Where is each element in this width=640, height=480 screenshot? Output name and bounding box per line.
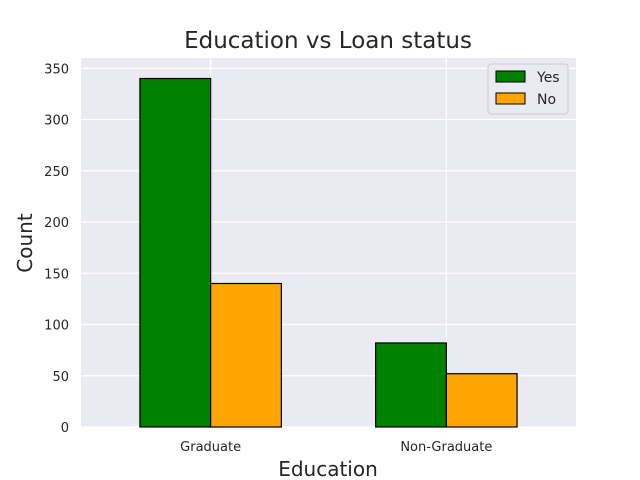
legend-label-no: No (537, 92, 556, 108)
legend: Yes No (487, 63, 569, 115)
y-tick-label: 250 (44, 165, 69, 180)
y-tick-label: 200 (44, 216, 69, 231)
bar-no-non-graduate (445, 373, 518, 428)
bar-yes-non-graduate (375, 342, 447, 428)
y-tick-label: 150 (44, 267, 69, 282)
x-axis-label: Education (278, 457, 378, 480)
legend-swatch-no (495, 92, 526, 105)
y-tick-label: 50 (52, 370, 69, 385)
bars (139, 77, 518, 428)
y-tick-label: 300 (44, 114, 69, 129)
x-axis-ticks: Graduate Non-Graduate (180, 440, 492, 455)
bar-yes-graduate (139, 77, 212, 428)
bar-no-graduate (210, 282, 282, 428)
chart-title: Education vs Loan status (184, 28, 472, 54)
y-axis-label: Count (13, 213, 37, 273)
legend-swatch-yes (495, 70, 526, 83)
x-tick-label: Graduate (180, 440, 241, 455)
y-axis-ticks: 0 50 100 150 200 250 300 350 (44, 62, 69, 436)
legend-label-yes: Yes (536, 70, 560, 86)
y-tick-label: 350 (44, 62, 69, 77)
x-tick-label: Non-Graduate (400, 440, 492, 455)
y-tick-label: 100 (44, 319, 69, 334)
y-tick-label: 0 (61, 421, 69, 436)
